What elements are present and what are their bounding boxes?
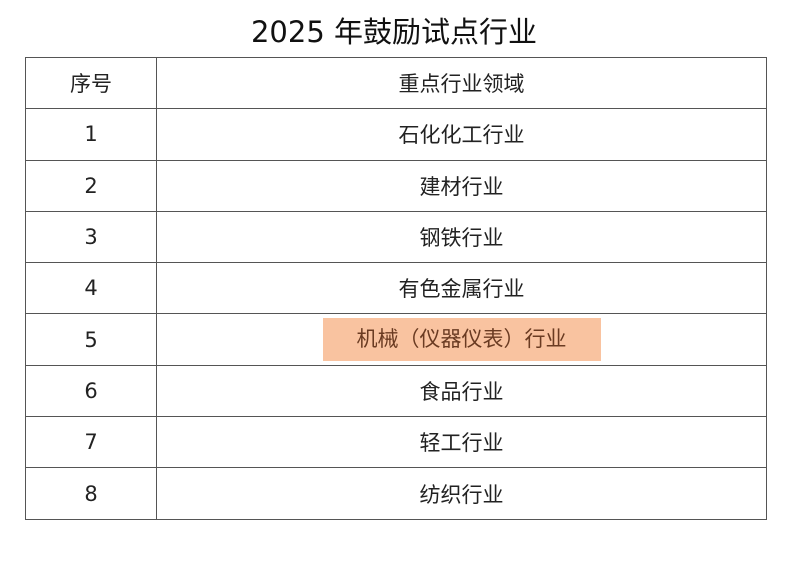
row-number: 3	[25, 210, 157, 264]
row-number: 1	[25, 108, 157, 161]
page-title: 2025 年鼓励试点行业	[250, 15, 538, 49]
table-row: 1 石化化工行业	[25, 108, 767, 161]
row-field-cell: 石化化工行业	[156, 108, 767, 161]
row-number: 6	[25, 364, 157, 418]
row-field-cell: 纺织行业	[156, 467, 767, 520]
header-field: 重点行业领域	[156, 56, 767, 110]
row-field-cell: 建材行业	[156, 159, 767, 212]
table-row: 7 轻工行业	[25, 416, 767, 469]
row-number: 7	[25, 416, 157, 469]
row-field-cell: 轻工行业	[156, 416, 767, 469]
row-number: 2	[25, 159, 157, 212]
row-field-cell: 有色金属行业	[156, 262, 767, 315]
industry-table: 序号 重点行业领域 1 石化化工行业 2 建材行业 3 钢铁行业 4 有色金属行业 5 机械（仪器…	[25, 56, 767, 520]
row-number: 5	[25, 313, 157, 366]
table-row: 8 纺织行业	[25, 467, 767, 520]
row-field-cell: 钢铁行业	[156, 210, 767, 264]
table-header-row: 序号 重点行业领域	[25, 56, 767, 110]
table-row: 4 有色金属行业	[25, 262, 767, 315]
highlighted-field: 机械（仪器仪表）行业	[322, 318, 601, 362]
table-row: 5 机械（仪器仪表）行业	[25, 313, 767, 366]
row-number: 4	[25, 262, 157, 315]
row-field-cell: 机械（仪器仪表）行业	[156, 313, 767, 366]
row-number: 8	[25, 467, 157, 520]
table-row: 6 食品行业	[25, 364, 767, 418]
row-field-cell: 食品行业	[156, 364, 767, 418]
header-number: 序号	[25, 56, 157, 110]
table-row: 2 建材行业	[25, 159, 767, 212]
table-row: 3 钢铁行业	[25, 210, 767, 264]
